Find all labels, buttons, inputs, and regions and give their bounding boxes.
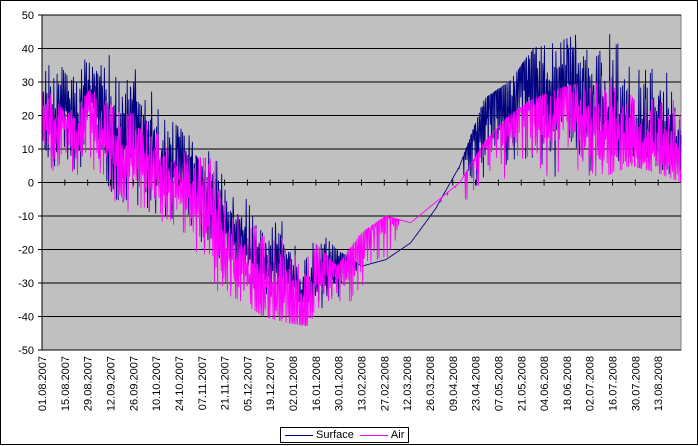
y-tick-label: 0 bbox=[28, 178, 34, 190]
x-tick-label: 24.10.2007 bbox=[174, 356, 186, 411]
x-axis: 01.08.2007 15.08.2007 29.08.2007 12.09.2007… bbox=[37, 179, 665, 411]
x-tick-label: 16.01.2008 bbox=[311, 356, 323, 411]
legend: Surface Air bbox=[280, 427, 410, 443]
y-tick-label: 40 bbox=[22, 44, 34, 56]
legend-swatch-surface bbox=[285, 434, 313, 436]
x-tick-label: 15.08.2007 bbox=[60, 356, 72, 411]
x-tick-label: 26.03.2008 bbox=[425, 356, 437, 411]
y-tick-label: -10 bbox=[18, 211, 34, 223]
x-tick-label: 12.09.2007 bbox=[105, 356, 117, 411]
x-tick-label: 04.06.2008 bbox=[539, 356, 551, 411]
x-tick-label: 21.11.2007 bbox=[220, 356, 232, 410]
x-tick-label: 07.11.2007 bbox=[197, 356, 209, 410]
y-tick-label: 10 bbox=[22, 144, 34, 156]
x-tick-label: 27.02.2008 bbox=[379, 356, 391, 411]
series-lines bbox=[41, 34, 682, 327]
x-tick-label: 16.07.2008 bbox=[608, 356, 620, 411]
legend-label-air: Air bbox=[390, 429, 405, 441]
y-tick-label: -40 bbox=[18, 312, 34, 324]
x-tick-label: 07.05.2008 bbox=[493, 356, 505, 411]
legend-swatch-air bbox=[359, 434, 388, 436]
y-tick-label: 30 bbox=[22, 77, 34, 89]
legend-item-air: Air bbox=[359, 429, 405, 441]
y-tick-label: 50 bbox=[22, 10, 34, 22]
x-tick-label: 23.04.2008 bbox=[471, 356, 483, 411]
x-tick-label: 21.05.2008 bbox=[516, 356, 528, 411]
x-tick-label: 12.03.2008 bbox=[402, 356, 414, 411]
x-tick-label: 13.08.2008 bbox=[653, 356, 665, 411]
x-tick-label: 30.01.2008 bbox=[334, 356, 346, 411]
x-tick-label: 26.09.2007 bbox=[128, 356, 140, 411]
y-tick-label: -30 bbox=[18, 278, 34, 290]
y-tick-label: -20 bbox=[18, 245, 34, 257]
legend-item-surface: Surface bbox=[285, 429, 354, 441]
x-tick-label: 18.06.2008 bbox=[562, 356, 574, 411]
x-tick-label: 30.07.2008 bbox=[630, 356, 642, 411]
y-axis: -50 -40 -30 -20 -10 0 10 20 30 40 50 bbox=[18, 10, 43, 357]
legend-label-surface: Surface bbox=[316, 429, 354, 441]
x-tick-label: 10.10.2007 bbox=[151, 356, 163, 411]
x-tick-label: 19.12.2007 bbox=[265, 356, 277, 411]
y-tick-label: 20 bbox=[22, 111, 34, 123]
series-line-air bbox=[41, 75, 682, 327]
x-tick-label: 09.04.2008 bbox=[448, 356, 460, 411]
gridlines bbox=[42, 14, 681, 351]
x-tick-label: 02.01.2008 bbox=[288, 356, 300, 411]
x-tick-label: 13.02.2008 bbox=[357, 356, 369, 411]
x-tick-label: 01.08.2007 bbox=[37, 356, 49, 411]
y-tick-label: -50 bbox=[18, 345, 34, 357]
series-line-surface bbox=[41, 34, 682, 309]
x-tick-label: 02.07.2008 bbox=[585, 356, 597, 411]
x-tick-label: 29.08.2007 bbox=[83, 356, 95, 411]
x-tick-label: 05.12.2007 bbox=[242, 356, 254, 411]
